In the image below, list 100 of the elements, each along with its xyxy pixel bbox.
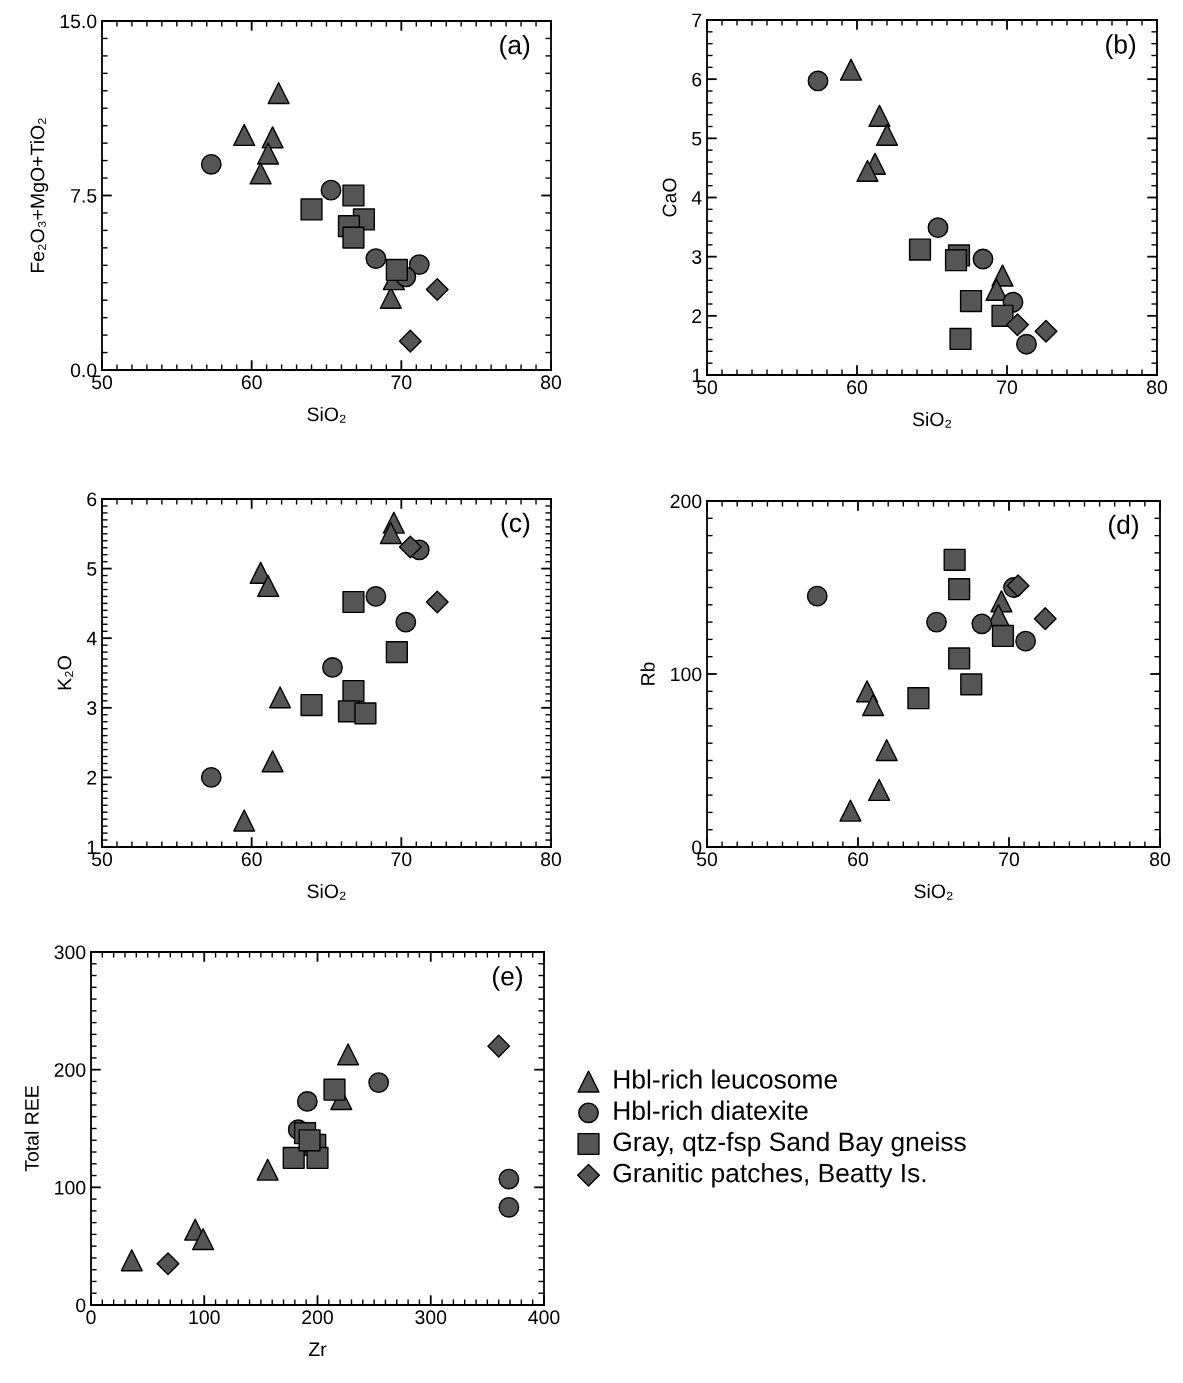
point [156, 1252, 180, 1276]
y-tick-label: 300 [54, 945, 86, 960]
point [949, 327, 972, 351]
legend-label: Hbl-rich diatexite [614, 1100, 808, 1120]
x-tick-label: 60 [848, 852, 869, 867]
point [806, 585, 828, 607]
point [192, 1227, 215, 1251]
y-tick-label: 200 [670, 494, 702, 509]
point [342, 226, 365, 249]
point [807, 70, 829, 92]
point [991, 304, 1014, 327]
point [948, 578, 971, 601]
point [256, 1158, 279, 1181]
point [342, 590, 365, 614]
y-tick-label: 0 [76, 1298, 86, 1313]
point [991, 624, 1015, 648]
point [425, 277, 449, 301]
point [257, 142, 280, 165]
x-tick-label: 70 [391, 852, 412, 867]
y-tick-label: 3 [692, 250, 702, 264]
legend-label: Hbl-rich leucosome [614, 1069, 837, 1089]
x-axis-title: SiO₂ [914, 883, 953, 900]
point [1016, 333, 1037, 355]
point [944, 249, 968, 272]
point [365, 586, 387, 607]
point [960, 673, 983, 696]
point [487, 1034, 511, 1058]
point [408, 254, 430, 276]
annotation: (c) [501, 512, 530, 538]
point [385, 258, 408, 282]
point [233, 809, 256, 832]
y-tick-label: 5 [692, 132, 702, 146]
point [342, 679, 365, 703]
point [971, 613, 993, 635]
y-tick-label: 4 [86, 631, 97, 646]
x-axis-title: SiO₂ [912, 411, 952, 428]
x-tick-label: 300 [415, 1310, 447, 1325]
x-tick-label: 80 [541, 852, 562, 867]
legend-label: Granitic patches, Beatty Is. [613, 1163, 926, 1188]
y-tick-label: 5 [87, 562, 97, 576]
x-tick-label: 70 [391, 375, 412, 390]
point [282, 1146, 305, 1170]
point [261, 750, 284, 773]
y-tick-label: 2 [692, 309, 702, 323]
point [856, 159, 879, 182]
point [120, 1249, 143, 1272]
point [926, 611, 947, 633]
point [268, 686, 292, 709]
point [959, 289, 983, 313]
x-tick-label: 60 [241, 852, 262, 867]
y-tick-label: 4 [691, 191, 702, 205]
point [943, 548, 966, 571]
y-tick-label: 100 [55, 1180, 86, 1195]
x-tick-label: 50 [91, 852, 113, 867]
point [342, 184, 365, 207]
x-tick-label: 80 [1150, 852, 1171, 867]
y-tick-label: 200 [54, 1063, 86, 1077]
point [985, 278, 1008, 301]
x-tick-label: 400 [528, 1310, 560, 1325]
x-tick-label: 50 [696, 380, 718, 395]
legend-label: Gray, qtz-fsp Sand Bay gneiss [613, 1131, 966, 1157]
x-tick-label: 80 [541, 375, 562, 390]
point [296, 1091, 318, 1112]
point [875, 739, 898, 762]
x-tick-label: 100 [189, 1310, 220, 1325]
point [398, 329, 422, 353]
point [398, 535, 422, 559]
point [908, 238, 932, 261]
point [868, 104, 891, 127]
point [907, 687, 930, 710]
x-tick-label: 80 [1147, 380, 1168, 395]
annotation: (e) [493, 966, 522, 991]
y-axis-title: CaO [662, 178, 677, 217]
point [385, 641, 408, 664]
point [498, 1168, 520, 1190]
point [368, 1072, 390, 1094]
annotation: (d) [1109, 514, 1138, 540]
y-axis-title: Fe₂O₃+MgO+TiO₂ [30, 118, 49, 273]
point [425, 590, 449, 614]
point [320, 179, 342, 201]
point [948, 647, 971, 670]
point [861, 694, 885, 717]
point [839, 58, 863, 81]
point [322, 657, 343, 678]
point [1006, 574, 1030, 598]
y-tick-label: 7 [692, 13, 702, 28]
point [1006, 313, 1029, 337]
annotation: (a) [500, 34, 530, 60]
point [267, 82, 290, 105]
point [1015, 630, 1037, 652]
point [1034, 319, 1058, 343]
y-tick-label: 100 [671, 667, 702, 682]
point [200, 153, 222, 175]
annotation: (b) [1106, 34, 1136, 59]
point [498, 1196, 520, 1218]
point [298, 1129, 321, 1152]
y-tick-label: 6 [692, 72, 702, 87]
x-tick-label: 200 [302, 1310, 333, 1325]
point [839, 799, 862, 822]
point [1033, 607, 1057, 631]
